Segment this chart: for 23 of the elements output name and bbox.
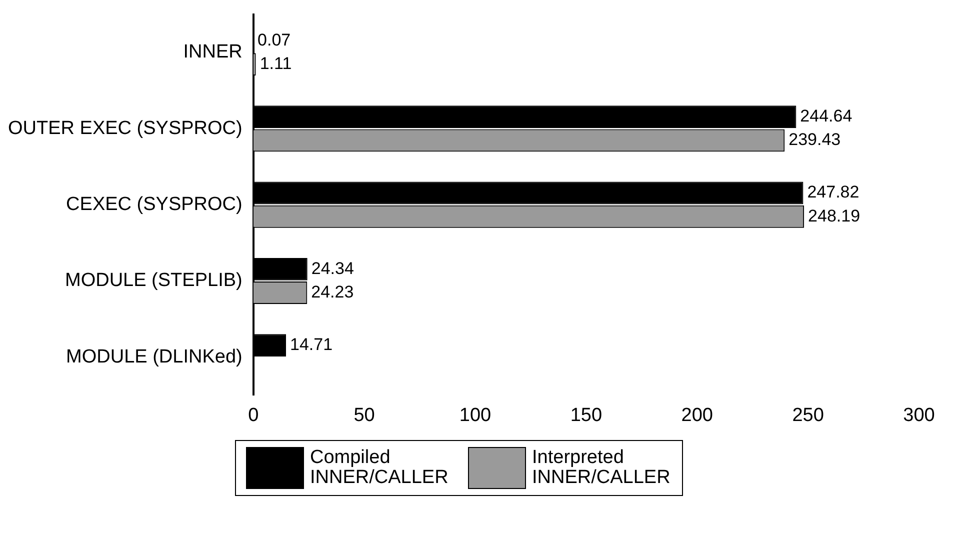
x-tick-label: 300: [903, 404, 935, 426]
data-label: 14.71: [290, 335, 333, 354]
x-tick-label: 0: [248, 404, 259, 426]
y-tick-label: CEXEC (SYSPROC): [66, 194, 242, 216]
data-label: 247.82: [807, 182, 860, 202]
y-tick-label: MODULE (STEPLIB): [64, 270, 242, 292]
data-label: 0.07: [258, 30, 291, 50]
x-tick-label: 150: [570, 404, 602, 426]
data-label: 244.64: [800, 106, 852, 126]
data-label: 24.23: [311, 282, 354, 302]
data-label: 1.11: [260, 54, 292, 73]
data-label: 24.34: [311, 258, 354, 278]
data-label: 239.43: [788, 130, 841, 150]
x-tick-label: 250: [792, 404, 824, 426]
x-tick-label: 50: [354, 404, 375, 426]
x-tick-label: 200: [681, 404, 713, 426]
x-tick-label: 100: [459, 404, 492, 426]
y-tick-label: OUTER EXEC (SYSPROC): [8, 118, 242, 139]
y-tick-label: INNER: [183, 42, 242, 63]
legend-label: Compiled INNER/CALLER: [310, 447, 450, 488]
data-label: 248.19: [808, 206, 860, 226]
y-tick-label: MODULE (DLINKed): [66, 346, 242, 368]
legend-label: Interpreted INNER/CALLER: [532, 447, 672, 488]
